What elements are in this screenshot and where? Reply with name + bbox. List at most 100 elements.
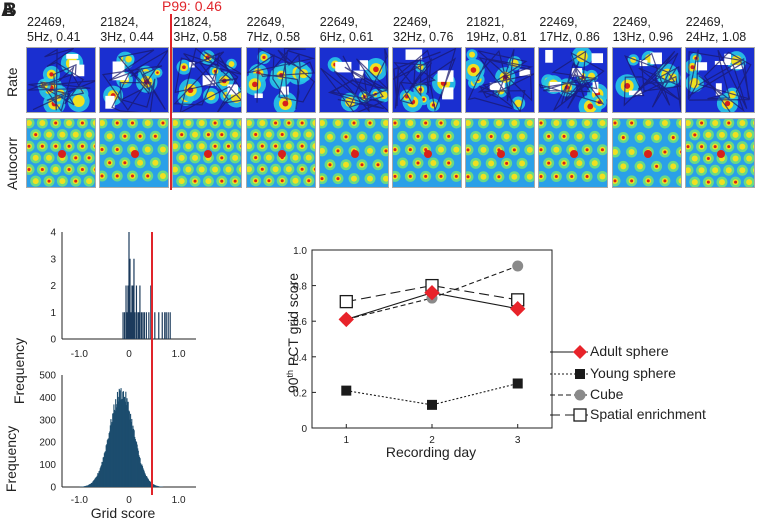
histogram-top-ytick: 1 bbox=[50, 308, 56, 319]
histogram-top-ytick: 0 bbox=[50, 335, 56, 346]
cell-rate-score: 17Hz, 0.86 bbox=[539, 30, 600, 44]
cell-label: 22469, 17Hz, 0.86 bbox=[539, 15, 599, 45]
cell-rate-score: 13Hz, 0.96 bbox=[612, 30, 674, 44]
histogram-bottom: 0 100 200 300 400 500 -1.0 0 1.0 bbox=[39, 371, 196, 506]
ylabel-sup: th bbox=[285, 370, 295, 378]
histogram-bottom-ytick: 500 bbox=[39, 371, 56, 382]
autocorr-map bbox=[684, 118, 755, 188]
histogram-xlabel: Grid score bbox=[91, 505, 156, 521]
line-chart-xtick: 1 bbox=[344, 435, 350, 446]
autocorr-map-graphic bbox=[612, 119, 681, 187]
histogram-top: 0 1 2 3 4 -1.0 0 1.0 bbox=[50, 228, 196, 360]
autocorr-map-graphic bbox=[27, 119, 95, 187]
rate-map-graphic bbox=[319, 48, 388, 112]
autocorr-map bbox=[611, 118, 682, 188]
rate-map-graphic bbox=[100, 48, 169, 112]
histogram-bottom-ylabel: Frequency bbox=[3, 426, 19, 492]
autocorr-map bbox=[245, 118, 316, 188]
cell-rate-score: 6Hz, 0.61 bbox=[319, 30, 374, 44]
data-point bbox=[339, 294, 353, 309]
cell-label: 22469, 32Hz, 0.76 bbox=[393, 15, 453, 45]
autocorr-map-graphic bbox=[319, 119, 388, 187]
autocorr-map-graphic bbox=[466, 119, 535, 187]
line-chart-plot: 0 0.2 0.4 0.6 0.8 1.0 1 2 3 bbox=[293, 246, 553, 446]
cell-id: 22469, bbox=[27, 15, 66, 29]
rate-map-graphic bbox=[685, 48, 754, 112]
histogram-top-ylabel: Frequency bbox=[11, 338, 27, 404]
cell-rate-score: 5Hz, 0.41 bbox=[27, 30, 81, 44]
histogram-bottom-ytick: 300 bbox=[39, 415, 56, 426]
cell-id: 22649, bbox=[246, 15, 285, 29]
legend-cube: Cube bbox=[590, 386, 624, 402]
rate-map bbox=[611, 47, 682, 113]
data-point bbox=[427, 399, 437, 410]
line-chart: 00.20.40.60.81.01 2 3 90th PCT grid score … bbox=[285, 246, 553, 460]
autocorr-map bbox=[392, 118, 462, 188]
autocorr-map-graphic bbox=[539, 119, 608, 187]
cell-label: 21824, 3Hz, 0.44 bbox=[100, 15, 154, 45]
cell-id: 22649, bbox=[319, 15, 359, 29]
cell-label: 21821, 19Hz, 0.81 bbox=[466, 15, 526, 45]
legend-marker bbox=[573, 345, 587, 359]
ylabel-prefix: 90 bbox=[285, 377, 301, 393]
panel-letter-a: A bbox=[1, 0, 15, 21]
cell-id: 22469, bbox=[612, 15, 651, 29]
legend-marker bbox=[574, 389, 586, 401]
rate-map bbox=[538, 47, 609, 113]
line-chart-xtick: 3 bbox=[515, 435, 521, 446]
cell-label: 22469, 13Hz, 0.96 bbox=[613, 15, 673, 45]
legend-spatial-enrichment: Spatial enrichment bbox=[590, 406, 706, 422]
rate-map bbox=[245, 47, 316, 113]
histogram-top-xtick: 0 bbox=[126, 349, 132, 360]
autocorr-map bbox=[465, 118, 536, 188]
line-chart-ytick: 0.8 bbox=[293, 282, 307, 293]
data-point bbox=[424, 285, 440, 301]
cell-id: 21821, bbox=[466, 15, 505, 29]
cell-id: 22469, bbox=[393, 15, 432, 29]
autocorr-map-graphic bbox=[100, 119, 169, 187]
cell-rate-score: 3Hz, 0.44 bbox=[100, 30, 154, 44]
rate-map-graphic bbox=[246, 48, 315, 112]
panel-letter-b: B bbox=[3, 0, 17, 21]
histogram-bottom-xtick: 1.0 bbox=[172, 495, 186, 506]
cell-id: 22469, bbox=[685, 15, 725, 29]
data-point bbox=[512, 378, 523, 389]
histogram-bottom-ytick: 400 bbox=[39, 393, 56, 404]
row-label-autocorr: Autocorr bbox=[4, 137, 20, 190]
histogram-top-ytick: 3 bbox=[50, 254, 56, 265]
ylabel-rest: PCT grid score bbox=[285, 273, 301, 370]
line-chart-ylabel: 90th PCT grid score bbox=[285, 273, 301, 393]
series-line bbox=[346, 382, 518, 406]
line-chart-xtick: 2 bbox=[429, 435, 435, 446]
data-point bbox=[341, 385, 352, 396]
line-chart-ytick: 1.0 bbox=[293, 246, 307, 257]
autocorr-map-graphic bbox=[173, 119, 242, 187]
histogram-bottom-ytick: 0 bbox=[50, 483, 56, 494]
line-chart-xlabel: Recording day bbox=[386, 444, 476, 460]
rate-map-graphic bbox=[539, 48, 608, 112]
line-chart-ytick: 0.6 bbox=[293, 317, 307, 328]
histogram-panel: 0 1 2 3 4 -1.0 0 1.0 0 100 200 300 400 500 -1.0 0 1.0 F… bbox=[3, 228, 196, 521]
autocorr-map-graphic bbox=[393, 119, 461, 187]
cell-rate-score: 24Hz, 1.08 bbox=[685, 30, 747, 44]
legend-marker bbox=[573, 408, 587, 422]
cell-id: 22469, bbox=[539, 15, 578, 29]
autocorr-map bbox=[172, 118, 243, 188]
histogram-bottom-xtick: -1.0 bbox=[71, 495, 89, 506]
autocorr-map-graphic bbox=[685, 119, 754, 187]
data-point bbox=[338, 311, 354, 328]
row-label-rate: Rate bbox=[4, 67, 20, 97]
line-chart-ytick: 0.2 bbox=[293, 388, 307, 399]
cell-rate-score: 32Hz, 0.76 bbox=[393, 30, 454, 44]
rate-map-graphic bbox=[466, 48, 535, 112]
rate-map-graphic bbox=[612, 48, 681, 112]
cell-id: 21824, bbox=[100, 15, 139, 29]
autocorr-map bbox=[26, 118, 96, 188]
p99-threshold-label: P99: 0.46 bbox=[162, 0, 222, 14]
legend-young-sphere: Young sphere bbox=[590, 365, 676, 381]
rate-map-graphic bbox=[27, 48, 95, 112]
histogram-bottom-ytick: 200 bbox=[39, 438, 56, 449]
data-point bbox=[512, 260, 524, 272]
cell-label: 22469, 24Hz, 1.08 bbox=[686, 15, 746, 45]
cell-label: 22469, 5Hz, 0.41 bbox=[27, 15, 81, 45]
